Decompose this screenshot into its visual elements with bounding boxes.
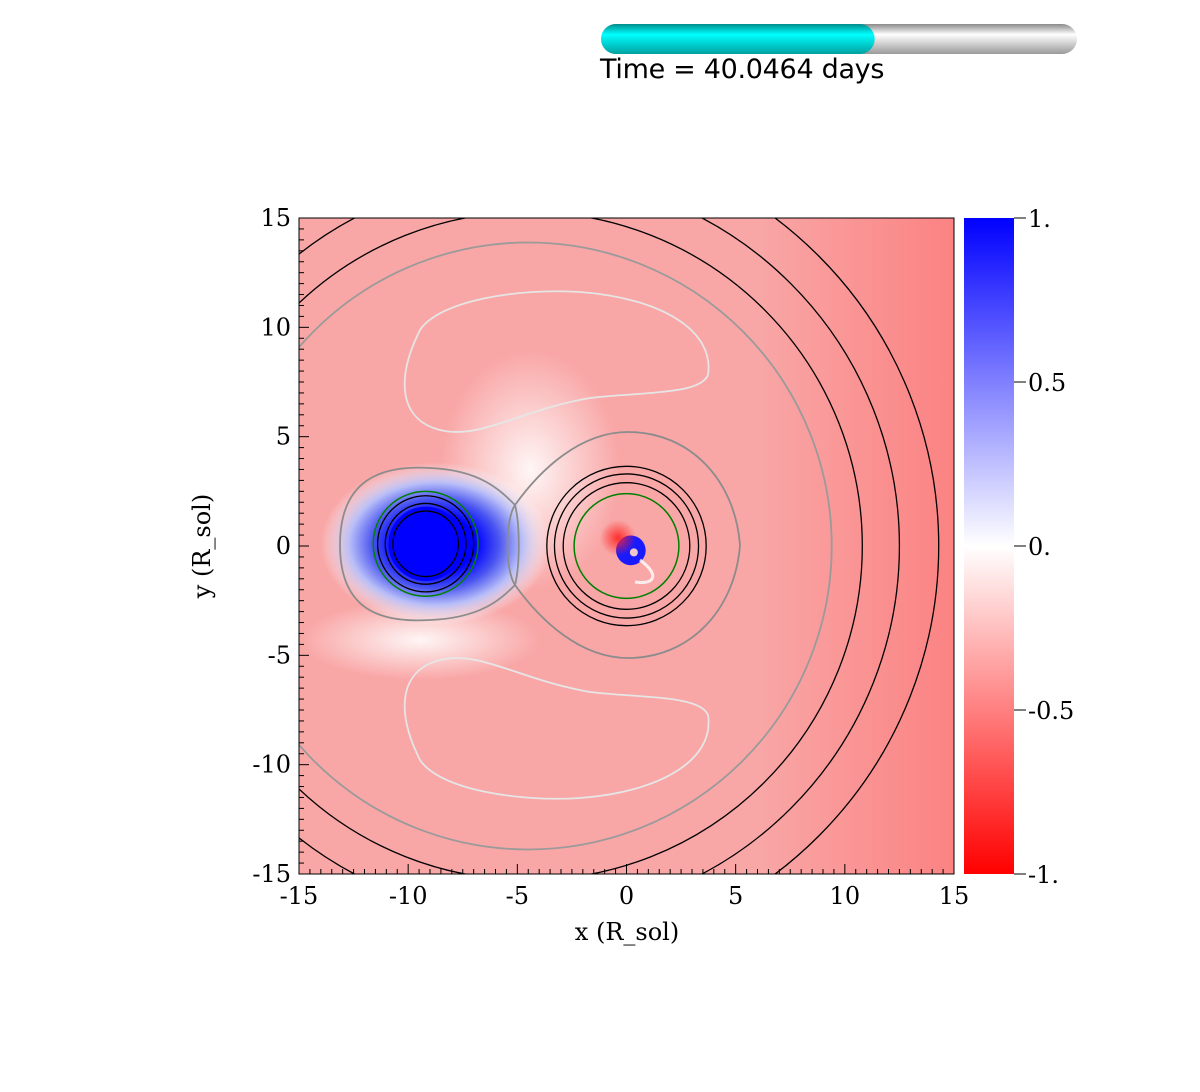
heatmap-low-white xyxy=(300,600,540,680)
contour-black-circle xyxy=(299,218,863,874)
y-tick-label: 5 xyxy=(276,423,291,451)
companion-center xyxy=(629,548,638,557)
contour-black-circle xyxy=(546,465,707,627)
x-tick-label: 15 xyxy=(939,882,970,910)
contour-gray-circle xyxy=(299,241,833,851)
companion-red-spot xyxy=(600,520,636,556)
heatmap-outer-shade xyxy=(760,218,954,874)
contour-black-circle xyxy=(384,502,467,585)
y-axis-label: y (R_sol) xyxy=(188,494,216,599)
companion-white-swirl xyxy=(634,558,654,585)
y-axis: -15 -10 -5 0 5 10 15 xyxy=(252,204,309,888)
time-label: Time = 40.0464 days xyxy=(600,54,885,85)
colorbar-tick-label: 1. xyxy=(1028,205,1051,233)
colorbar-tick-label: -1. xyxy=(1028,861,1059,889)
y-tick-label: 15 xyxy=(260,204,291,232)
contour-black-circle xyxy=(562,482,691,610)
contour-green-circle xyxy=(573,492,680,600)
heatmap-area xyxy=(299,218,954,874)
x-tick-label: 10 xyxy=(830,882,861,910)
time-progress-fill xyxy=(601,24,875,54)
x-tick-label: 5 xyxy=(728,882,743,910)
x-tick-label: 0 xyxy=(619,882,634,910)
contour-upper-loop xyxy=(403,290,710,433)
contour-lobe-outline xyxy=(339,466,517,622)
colorbar xyxy=(964,218,1014,874)
contour-black-circle xyxy=(773,218,940,874)
x-axis: -15 -10 -5 0 5 10 15 xyxy=(280,864,970,910)
contour-green-circle xyxy=(372,490,479,597)
contour-lower-loop xyxy=(403,657,710,800)
x-axis-label: x (R_sol) xyxy=(575,918,679,946)
x-tick-label: -5 xyxy=(506,882,529,910)
y-tick-label: 0 xyxy=(276,532,291,560)
contour-black-circle xyxy=(376,495,475,593)
colorbar-tick-label: -0.5 xyxy=(1028,697,1074,725)
y-tick-label: -5 xyxy=(268,641,291,669)
contour-black-circle xyxy=(392,510,460,578)
star-core xyxy=(388,506,463,581)
y-tick-label: -15 xyxy=(252,860,291,888)
contour-black-circle xyxy=(553,473,700,619)
y-tick-label: 10 xyxy=(260,313,291,341)
contour-companion-lobe xyxy=(514,431,741,659)
x-tick-label: -10 xyxy=(389,882,428,910)
colorbar-tick-label: 0.5 xyxy=(1028,369,1066,397)
colorbar-tick-label: 0. xyxy=(1028,533,1051,561)
x-tick-label: -15 xyxy=(280,882,319,910)
contour-black-circle xyxy=(299,218,900,874)
time-progress-bar xyxy=(600,22,1078,56)
y-tick-label: -10 xyxy=(252,751,291,779)
colorbar-axis: 1. 0.5 0. -0.5 -1. xyxy=(1014,205,1074,889)
